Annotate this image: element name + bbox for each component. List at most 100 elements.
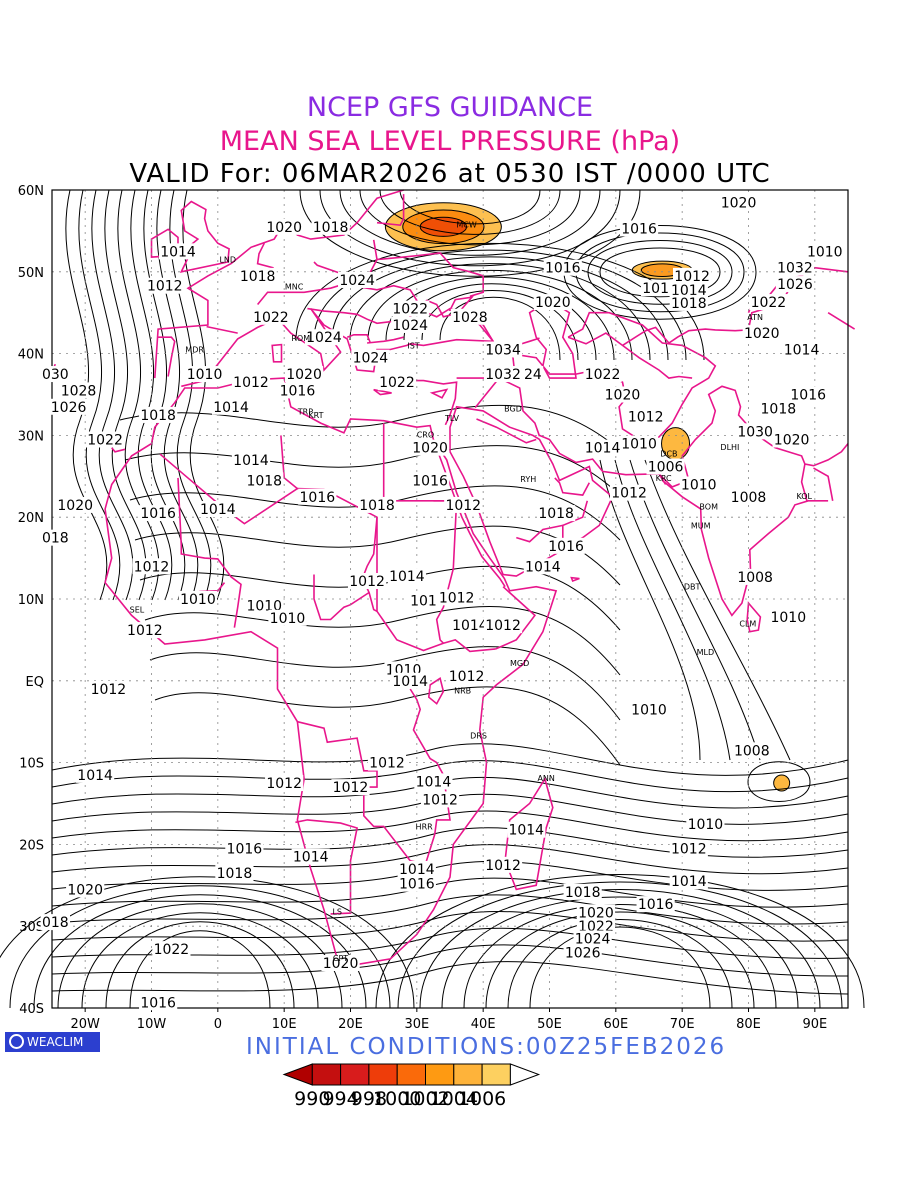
coastline bbox=[376, 252, 484, 298]
contour-label-bg bbox=[198, 501, 237, 518]
colorbar-swatch bbox=[396, 1063, 426, 1086]
contour-label-bg bbox=[391, 300, 430, 317]
isobar bbox=[9, 885, 391, 1009]
contour-label: 1016 bbox=[548, 539, 584, 555]
contour-label-bg bbox=[749, 294, 788, 311]
coastline bbox=[827, 312, 856, 330]
contour-label-bg bbox=[132, 558, 171, 575]
contour-label-bg bbox=[338, 271, 377, 288]
colorbar-swatch bbox=[425, 1063, 455, 1086]
isobar bbox=[51, 760, 849, 793]
station-label: MUM bbox=[691, 521, 711, 530]
colorbar-label: 994 bbox=[322, 1088, 358, 1110]
map-frame bbox=[51, 189, 849, 1009]
colorbar-swatch bbox=[340, 1063, 370, 1086]
contour-label-bg bbox=[411, 439, 450, 456]
contour-label-bg bbox=[321, 955, 360, 972]
contour-label-bg bbox=[640, 280, 671, 297]
coastline bbox=[567, 332, 693, 379]
contour-label: 1014 bbox=[452, 618, 488, 634]
contour-label-bg bbox=[387, 568, 426, 585]
contour-label-bg bbox=[265, 775, 304, 792]
contour-label-bg bbox=[40, 366, 71, 383]
colorbar-swatch bbox=[311, 1063, 342, 1086]
contour-label-bg bbox=[507, 821, 546, 838]
coastline bbox=[661, 479, 829, 617]
lat-tick-label: 20N bbox=[18, 511, 44, 526]
isobar bbox=[421, 290, 579, 361]
contour-label: 1012 bbox=[674, 269, 710, 285]
contour-label-bg bbox=[420, 791, 460, 808]
station-label: HRR bbox=[416, 822, 434, 831]
contour-label: 1024 bbox=[353, 351, 389, 367]
coastline bbox=[361, 517, 378, 613]
isobar bbox=[51, 810, 849, 842]
contour-label: 1016 bbox=[399, 877, 435, 893]
contour-label: 1010 bbox=[621, 437, 657, 453]
contour-label: 1010 bbox=[807, 244, 843, 260]
station-label: MLD bbox=[697, 648, 715, 657]
isobar bbox=[419, 889, 821, 1009]
isobar bbox=[51, 894, 849, 925]
contour-label: 1032 bbox=[777, 261, 813, 277]
lat-tick-label: 60N bbox=[18, 184, 44, 199]
coastline bbox=[554, 477, 591, 496]
contour-label-bg bbox=[583, 366, 622, 383]
lon-tick-label: 0 bbox=[214, 1017, 222, 1032]
contour-label: 1026 bbox=[51, 400, 87, 416]
coastline bbox=[271, 343, 283, 363]
contour-label-bg bbox=[231, 451, 271, 468]
isobar bbox=[644, 459, 791, 761]
contour-label-bg bbox=[646, 458, 685, 475]
isobar bbox=[51, 877, 849, 908]
contour-label: 1014 bbox=[671, 874, 707, 890]
contour-label-bg bbox=[619, 220, 659, 237]
coastline bbox=[516, 524, 563, 543]
contour-label-bg bbox=[537, 505, 576, 522]
lat-tick-label: 30S bbox=[19, 920, 44, 935]
contour-label-bg bbox=[351, 349, 390, 366]
contour-label: 1028 bbox=[61, 383, 97, 399]
contour-label: 1014 bbox=[399, 862, 435, 878]
station-label: IST bbox=[407, 341, 419, 350]
contour-label-bg bbox=[546, 537, 586, 554]
coastline bbox=[376, 194, 405, 227]
isobar bbox=[375, 874, 865, 1009]
contour-label-bg bbox=[686, 815, 725, 832]
contour-label: 1010 bbox=[688, 817, 724, 833]
station-label: LND bbox=[219, 256, 236, 265]
contour-label: 1020 bbox=[57, 498, 93, 514]
contour-label: 1024 bbox=[575, 931, 611, 947]
contour-label: 1026 bbox=[777, 277, 813, 293]
contour-label: 1020 bbox=[605, 388, 641, 404]
contour-label: 1020 bbox=[286, 367, 322, 383]
contour-label: 1014 bbox=[671, 283, 707, 299]
contour-label: 1018 bbox=[240, 269, 276, 285]
isobar bbox=[529, 926, 711, 1009]
station-label: CLM bbox=[739, 620, 756, 629]
contour-label: 1016 bbox=[412, 473, 448, 489]
contour-label-bg bbox=[669, 840, 708, 857]
contour-label: 1016 bbox=[621, 221, 657, 237]
contour-label: 1022 bbox=[379, 375, 415, 391]
contour-label: 1012 bbox=[611, 486, 647, 502]
lon-tick-label: 40E bbox=[471, 1017, 496, 1032]
isobar bbox=[313, 249, 687, 361]
coastline bbox=[427, 677, 445, 705]
lon-tick-label: 30E bbox=[404, 1017, 429, 1032]
isobar bbox=[0, 876, 415, 1009]
coastlines-borders bbox=[51, 189, 856, 967]
isobar bbox=[463, 904, 777, 1009]
coastline bbox=[449, 405, 614, 577]
isobar bbox=[359, 189, 581, 246]
lat-tick-label: 10N bbox=[18, 593, 44, 608]
coastline bbox=[154, 189, 404, 379]
contour-label: 1024 bbox=[339, 273, 375, 289]
contour-label-bg bbox=[447, 667, 486, 684]
station-label: MNC bbox=[285, 283, 304, 292]
contour-label-bg bbox=[284, 366, 324, 383]
contour-label-bg bbox=[483, 366, 523, 383]
station-label: NRB bbox=[454, 687, 471, 696]
contour-label: 1016 bbox=[545, 261, 581, 277]
